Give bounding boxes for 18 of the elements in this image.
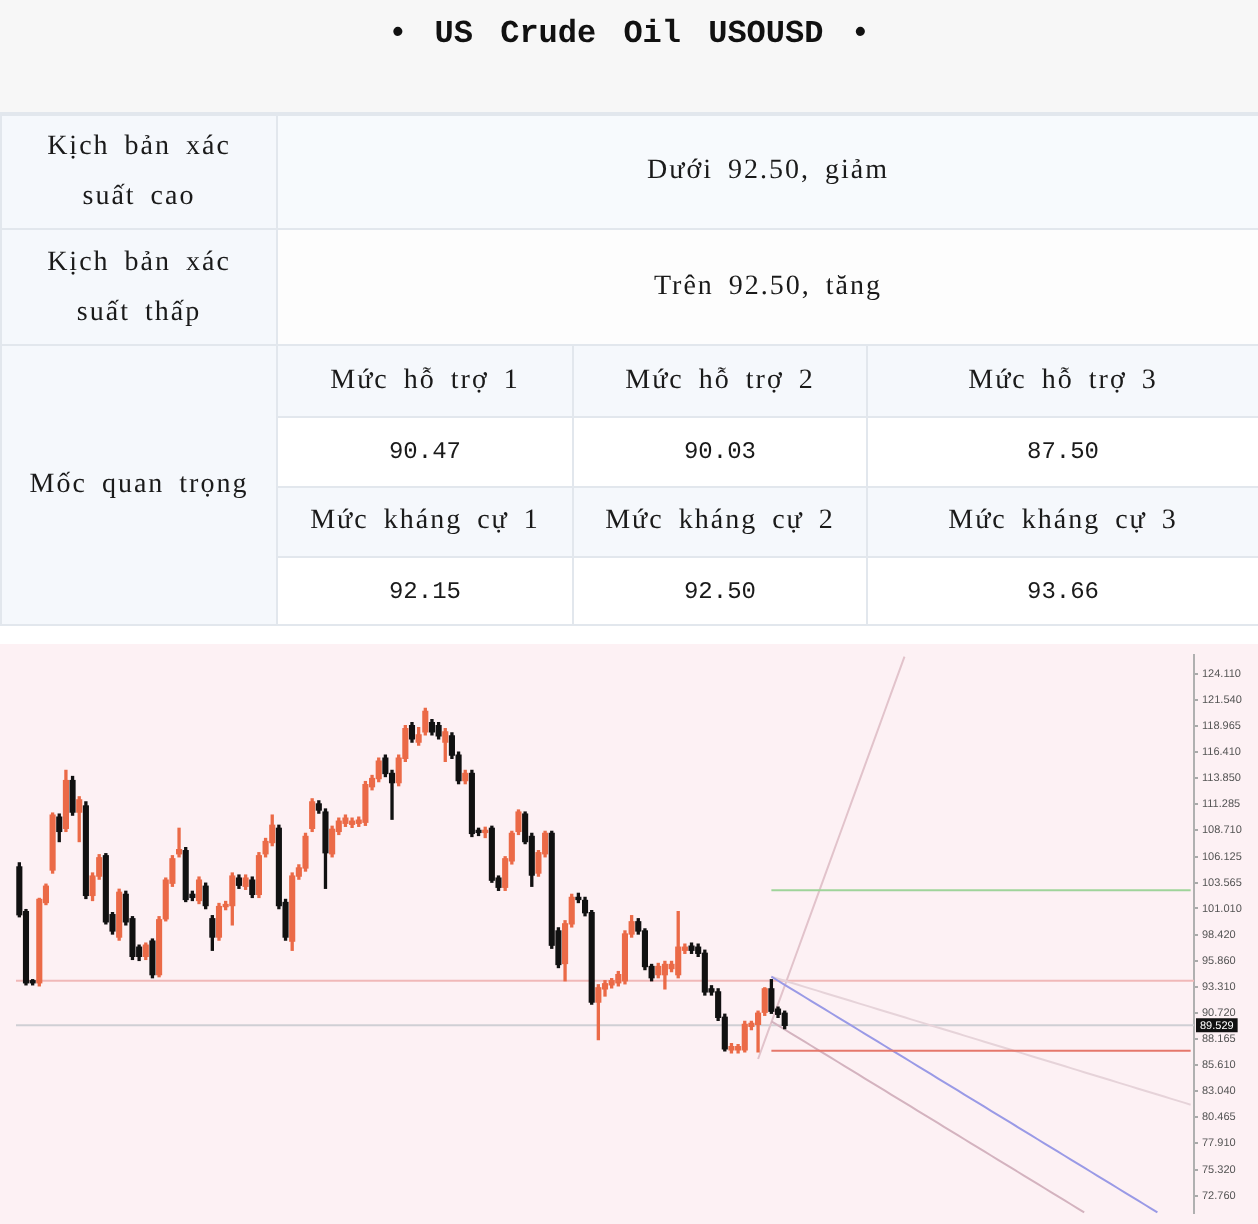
text: Dưới 92.50, giảm bbox=[647, 156, 889, 186]
text: 92.50 bbox=[683, 577, 756, 605]
text: Mức hỗ trợ 2 bbox=[625, 365, 815, 395]
text: Kịch bản xác suất cao bbox=[47, 132, 231, 212]
text: Kịch bản xác suất thấp bbox=[47, 247, 231, 327]
text: 92.15 bbox=[388, 577, 461, 605]
text: Mốc quan trọng bbox=[29, 470, 249, 500]
text: Mức kháng cự 1 bbox=[310, 506, 540, 536]
text: Mức hỗ trợ 3 bbox=[968, 365, 1158, 395]
text: 90.03 bbox=[683, 438, 756, 466]
text: Mức kháng cự 2 bbox=[605, 506, 835, 536]
text: 93.66 bbox=[1027, 577, 1100, 605]
text: 87.50 bbox=[1027, 438, 1100, 466]
text: Mức kháng cự 3 bbox=[948, 506, 1178, 536]
text: Trên 92.50, tăng bbox=[653, 271, 883, 301]
text: • US Crude Oil USOUSD • bbox=[388, 16, 870, 52]
text: 90.47 bbox=[388, 438, 461, 466]
text: Mức hỗ trợ 1 bbox=[330, 365, 520, 395]
